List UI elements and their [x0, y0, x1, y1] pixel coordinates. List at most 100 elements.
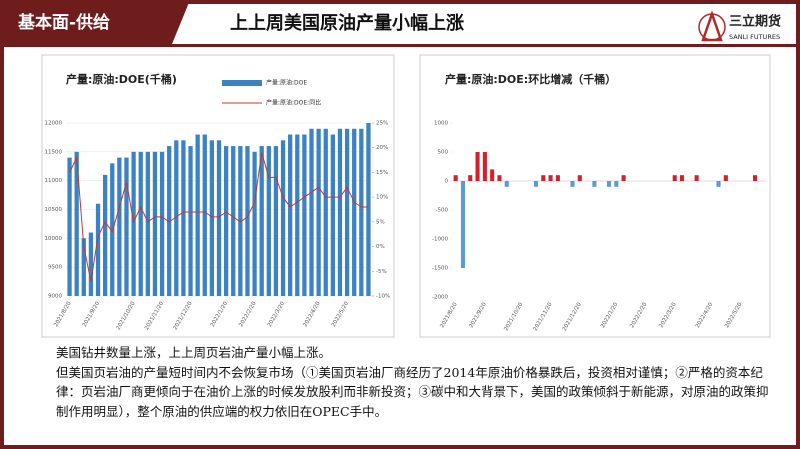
bar: [95, 203, 101, 296]
logo-text: 三立期货: [729, 14, 781, 30]
bar: [570, 181, 575, 187]
chart-title: 产量:原油:DOE(千桶): [66, 72, 177, 86]
bar: [131, 151, 136, 296]
bar: [288, 134, 293, 296]
bar: [245, 146, 250, 296]
bar: [453, 175, 458, 181]
bar: [548, 175, 553, 181]
bar: [238, 146, 243, 296]
bar: [309, 128, 314, 296]
bar: [614, 181, 619, 187]
bar: [541, 175, 546, 181]
y-tick-label: -500: [436, 208, 449, 214]
bar: [475, 152, 480, 181]
bar: [195, 134, 200, 296]
y-tick-label: 9500: [48, 265, 62, 271]
bar: [152, 151, 158, 296]
bar: [672, 175, 677, 181]
y-tick-label: 0: [445, 179, 449, 185]
body-text: 美国钻井数量上涨，上上周页岩油产量小幅上涨。 但美国页岩油的产量短时间内不会恢复…: [56, 343, 771, 421]
bar: [359, 128, 364, 296]
legend-label: 产量:原油:DOE:同比: [266, 99, 321, 107]
bar: [723, 175, 728, 181]
y-tick-label: 11500: [45, 149, 63, 155]
bar: [74, 151, 79, 296]
bar: [352, 128, 357, 296]
y-tick-label: 500: [438, 150, 449, 156]
y2-tick-label: 20%: [376, 145, 388, 151]
bar: [223, 146, 229, 296]
chart-frame: [41, 54, 395, 338]
y-tick-label: -1500: [432, 266, 448, 272]
y2-tick-label: 10%: [376, 195, 388, 201]
bar: [621, 175, 626, 181]
bar: [753, 175, 758, 181]
y-tick-label: -2000: [432, 295, 448, 301]
paragraph: 美国钻井数量上涨，上上周页岩油产量小幅上涨。: [56, 345, 332, 360]
bar: [145, 151, 150, 296]
logo-subtext: SANLI FUTURES: [729, 33, 780, 41]
bar: [504, 181, 509, 187]
slide-title: 上上周美国原油产量小幅上涨: [230, 12, 464, 34]
bar: [460, 181, 465, 268]
section-title: 基本面-供给: [17, 12, 110, 33]
bar: [555, 175, 560, 181]
bar: [81, 238, 86, 296]
bar: [167, 146, 172, 296]
bar: [490, 169, 495, 181]
bar: [533, 181, 539, 187]
bar: [231, 146, 236, 296]
y-tick-label: 11000: [45, 178, 63, 184]
chart-title: 产量:原油:DOE:环比增减（千桶）: [445, 72, 616, 86]
header-rule: [0, 44, 800, 47]
y-tick-label: 10500: [45, 207, 63, 213]
bar: [316, 128, 321, 296]
bar: [181, 140, 186, 296]
logo: 三立期货 SANLI FUTURES: [698, 10, 781, 42]
y2-tick-label: -5%: [376, 269, 387, 275]
bar: [592, 181, 597, 187]
legend-swatch: [222, 80, 262, 86]
y2-tick-label: 15%: [376, 170, 388, 176]
bar: [103, 174, 108, 296]
bar: [606, 181, 612, 187]
bar: [497, 175, 502, 181]
bar: [202, 134, 207, 296]
bar: [295, 134, 300, 296]
chart-frame: [419, 54, 771, 338]
bar: [468, 175, 473, 181]
bar: [188, 146, 193, 296]
y-tick-label: 9000: [48, 294, 62, 300]
bar: [259, 146, 264, 296]
bar: [159, 151, 165, 296]
bar: [302, 134, 307, 296]
logo-ring: [698, 13, 726, 41]
bar: [330, 134, 335, 296]
bar: [344, 128, 350, 296]
y-tick-label: 10000: [45, 236, 63, 242]
bar: [252, 151, 257, 296]
paragraph: 但美国页岩油的产量短时间内不会恢复市场（①美国页岩油厂商经历了2014年原油价格…: [56, 364, 769, 419]
bar: [273, 146, 279, 296]
bar: [138, 151, 143, 296]
y2-tick-label: 0%: [376, 244, 385, 250]
y2-tick-label: 25%: [376, 121, 388, 127]
bar: [124, 157, 129, 296]
bar: [280, 140, 286, 296]
bar: [577, 175, 582, 181]
bar: [679, 175, 685, 181]
bar: [216, 140, 222, 296]
bar: [337, 128, 343, 296]
bar: [482, 152, 487, 181]
y2-tick-label: -10%: [376, 294, 390, 300]
bar: [694, 175, 699, 181]
y-tick-label: 12000: [45, 121, 63, 127]
y-tick-label: 1000: [434, 121, 448, 127]
bar: [67, 157, 72, 296]
bar: [323, 128, 328, 296]
bar: [117, 157, 122, 296]
bar: [174, 140, 179, 296]
